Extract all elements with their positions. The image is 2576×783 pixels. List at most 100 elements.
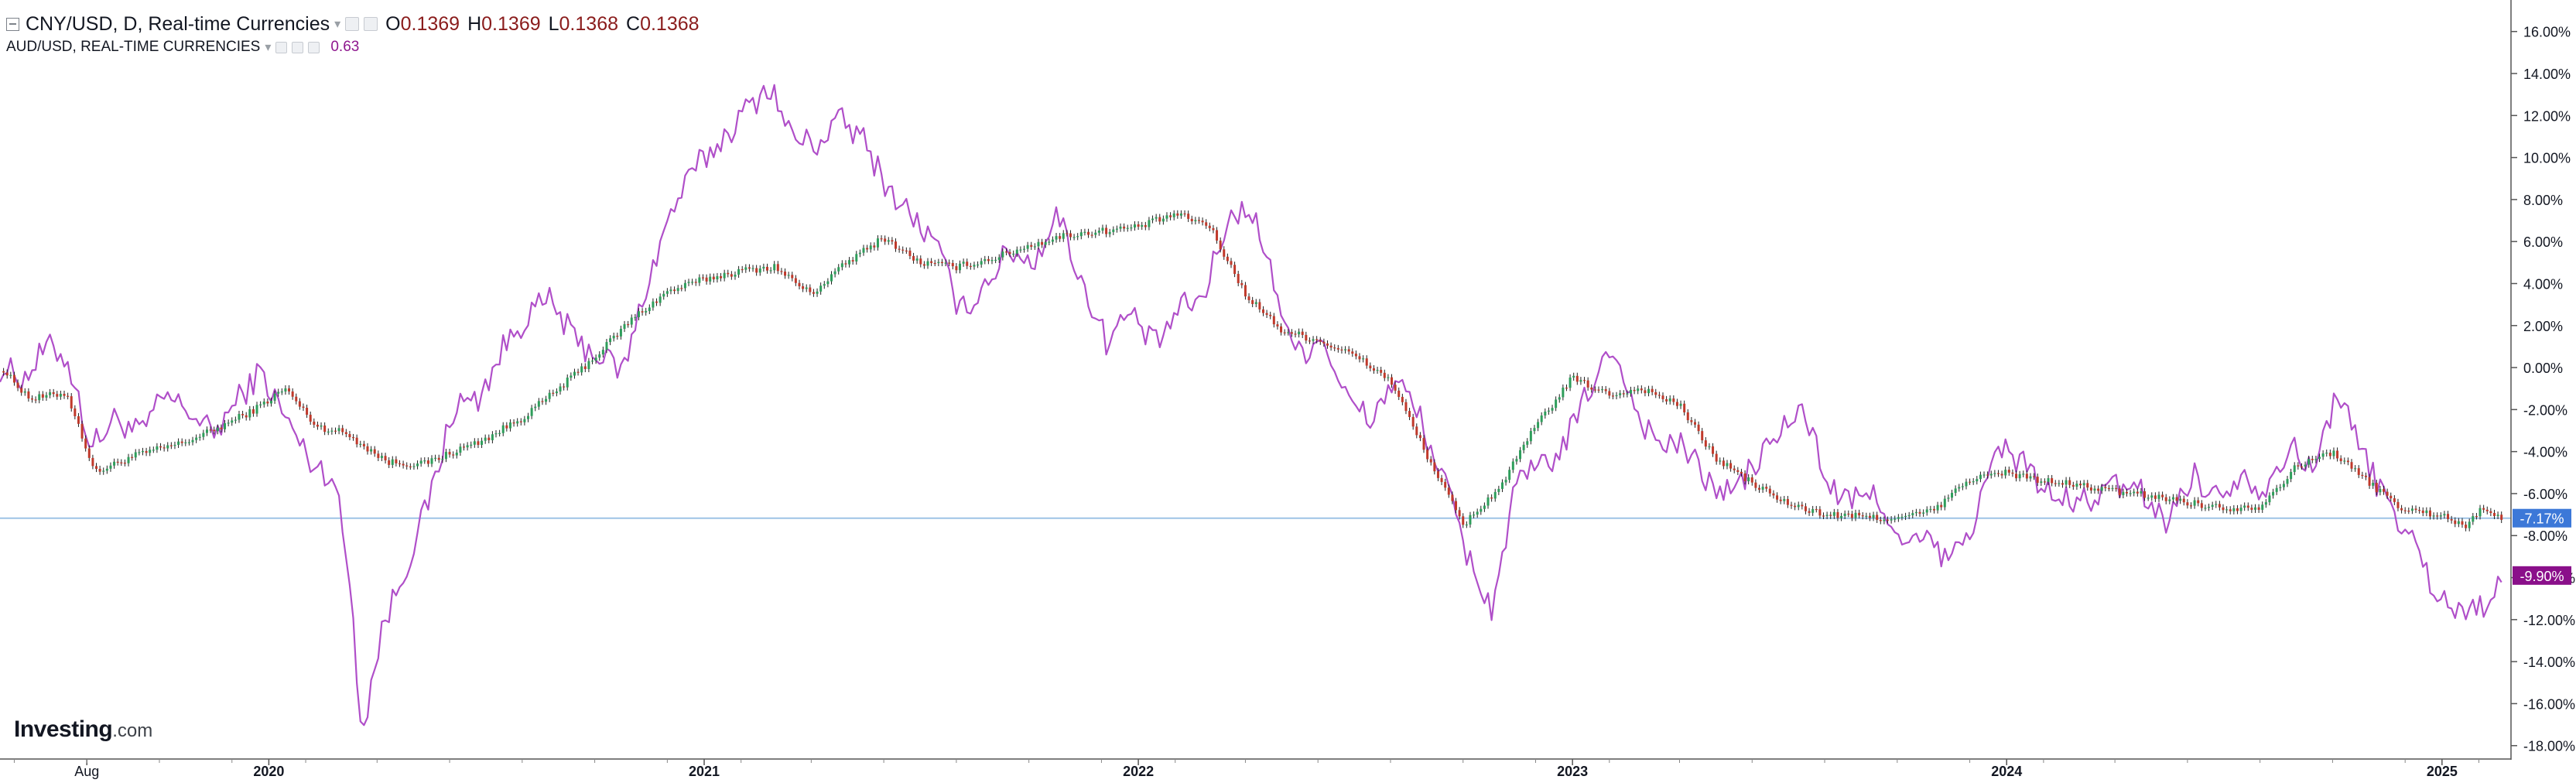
cny-candle [1693, 419, 1696, 428]
candle-body [105, 468, 108, 471]
cny-candle [1280, 323, 1283, 336]
cny-candle [2479, 504, 2482, 520]
cny-candle [405, 462, 409, 470]
candle-body [1133, 224, 1136, 228]
y-tick-label: -14.00% [2523, 655, 2575, 670]
candle-body [580, 366, 583, 373]
candle-body [730, 274, 733, 277]
candle-body [794, 278, 797, 283]
compare-symbol-label[interactable]: AUD/USD, REAL-TIME CURRENCIES [6, 39, 261, 55]
cny-candle [452, 451, 455, 459]
candle-body [566, 378, 569, 388]
candle-body [91, 457, 94, 467]
cny-candle [494, 429, 498, 438]
cny-candle [1907, 511, 1911, 519]
cny-candle [63, 390, 66, 399]
candle-body [2383, 489, 2386, 492]
cny-candle [1365, 355, 1368, 369]
candle-body [2118, 488, 2121, 495]
candle-body [2350, 462, 2353, 469]
price-tag-bg [2513, 508, 2571, 528]
hide-icon[interactable] [364, 17, 378, 31]
cny-candle [2015, 470, 2018, 482]
cny-candle [2250, 504, 2253, 513]
ohlc-low-label: L [548, 12, 559, 35]
cny-candle [1555, 396, 1558, 412]
candle-body [1069, 233, 1072, 238]
cny-candle [2339, 455, 2342, 465]
candle-body [2097, 488, 2100, 491]
cny-candle [2107, 484, 2110, 492]
candle-body [145, 450, 148, 453]
cny-candle [1062, 230, 1065, 242]
candle-body [908, 250, 912, 256]
candle-body [1155, 217, 1158, 219]
candle-body [1094, 232, 1097, 235]
y-tick-label: 6.00% [2523, 234, 2563, 250]
cny-candle [1376, 366, 1379, 374]
settings-icon[interactable] [345, 17, 360, 31]
candle-body [494, 433, 498, 435]
candle-body [1654, 392, 1657, 395]
cny-candle [1729, 460, 1733, 472]
cny-candle [463, 443, 466, 451]
cny-candle [1069, 230, 1072, 241]
cny-candle [2386, 488, 2389, 499]
cny-candle [216, 424, 219, 435]
candle-body [405, 465, 409, 467]
cny-candle [616, 332, 619, 340]
cny-candle [2029, 473, 2032, 482]
cny-candle [159, 443, 162, 451]
candle-body [2357, 468, 2360, 475]
cny-candle [269, 397, 272, 407]
collapse-icon[interactable] [6, 17, 19, 31]
candle-body [1023, 248, 1026, 250]
candle-body [177, 441, 180, 445]
cny-candle [1344, 346, 1347, 354]
candle-body [723, 272, 726, 279]
candle-body [990, 260, 994, 262]
cny-candle [1583, 377, 1586, 384]
cny-candle [1965, 478, 1968, 490]
candle-body [1001, 251, 1004, 258]
price-tag-label: -9.90% [2520, 569, 2564, 584]
cny-candle [1890, 516, 1893, 524]
candle-body [419, 460, 422, 464]
cny-candle [1126, 224, 1129, 232]
chevron-down-icon[interactable]: ▾ [265, 41, 272, 54]
candle-body [1665, 398, 1668, 402]
candle-body [1087, 231, 1090, 235]
candle-body [2468, 521, 2471, 528]
close-icon[interactable] [308, 41, 320, 53]
candle-body [780, 271, 783, 272]
cny-candle [2300, 463, 2303, 470]
cny-candle [1226, 253, 1229, 265]
cny-candle [2275, 484, 2278, 495]
candle-body [138, 452, 141, 453]
candle-body [895, 241, 898, 249]
candle-body [969, 265, 972, 267]
cny-candle [891, 237, 894, 245]
candle-body [1144, 224, 1147, 227]
candle-body [1865, 515, 1868, 517]
chevron-down-icon[interactable]: ▾ [334, 18, 341, 31]
cny-candle [1947, 494, 1950, 502]
candle-body [323, 425, 327, 433]
cny-candle [1979, 471, 1982, 483]
candle-body [1558, 397, 1561, 400]
candle-body [1918, 511, 1921, 514]
hide-icon[interactable] [275, 41, 288, 53]
candle-body [1511, 461, 1514, 470]
candle-body [84, 438, 87, 449]
cny-candle [587, 357, 590, 373]
candle-body [2161, 494, 2164, 497]
cny-candle [1701, 428, 1704, 444]
settings-icon[interactable] [292, 41, 304, 53]
candle-body [619, 328, 622, 337]
cny-candle [716, 272, 719, 283]
main-symbol-label[interactable]: CNY/USD, D, Real-time Currencies [26, 12, 330, 35]
candle-body [612, 335, 615, 339]
cny-candle [1315, 336, 1319, 344]
cny-candle [1012, 250, 1015, 258]
